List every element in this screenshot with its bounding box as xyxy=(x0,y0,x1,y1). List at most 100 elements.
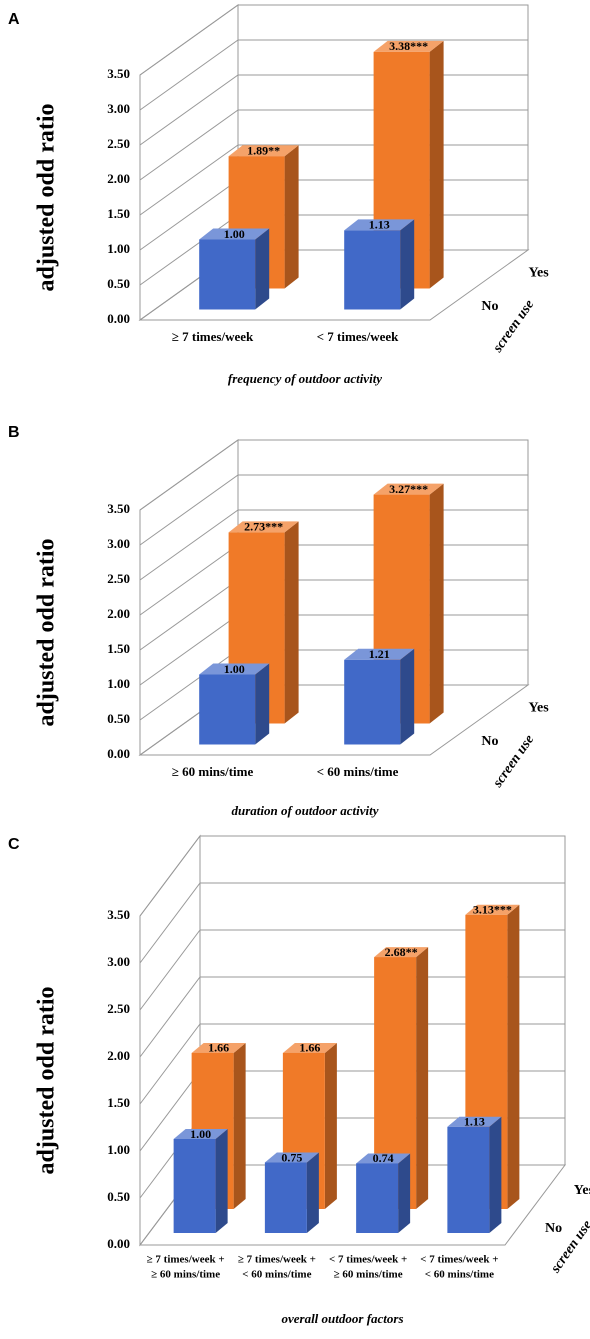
bar-side xyxy=(306,1152,319,1233)
value-label: 2.73*** xyxy=(244,520,283,534)
y-axis-title: adjusted odd ratio xyxy=(34,986,60,1174)
legend-label: No xyxy=(481,734,498,749)
y-tick-label: 3.00 xyxy=(107,101,130,116)
legend-label: Yes xyxy=(574,1183,590,1198)
value-label: 1.66 xyxy=(208,1041,229,1055)
y-tick-label: 3.50 xyxy=(107,501,130,516)
bar xyxy=(199,228,270,310)
value-label: 1.00 xyxy=(224,227,245,241)
value-label: 1.66 xyxy=(299,1041,320,1055)
grid-line xyxy=(139,4,528,76)
x-axis-title: overall outdoor factors xyxy=(281,1311,403,1326)
y-tick-label: 0.00 xyxy=(107,311,130,326)
value-label: 3.27*** xyxy=(389,482,428,496)
value-label: 0.74 xyxy=(373,1151,394,1165)
panel-label: B xyxy=(8,424,20,441)
bar-top xyxy=(173,1129,228,1139)
bar-front xyxy=(447,1126,490,1233)
bar-side xyxy=(215,1129,228,1233)
bar-side xyxy=(233,1042,246,1209)
bar-front xyxy=(344,659,401,745)
y-tick-label: 1.00 xyxy=(107,676,130,691)
grid-line xyxy=(139,835,565,917)
grid-line xyxy=(139,439,528,511)
grid-line xyxy=(139,882,565,964)
bar-top xyxy=(344,219,415,231)
value-label: 1.13 xyxy=(464,1115,485,1129)
y-tick-label: 0.00 xyxy=(107,746,130,761)
bar-top xyxy=(199,228,270,240)
y-tick-label: 1.50 xyxy=(107,206,130,221)
bar-side xyxy=(429,40,444,289)
y-tick-label: 0.50 xyxy=(107,276,130,291)
floor xyxy=(138,249,530,321)
y-tick-label: 0.00 xyxy=(107,1236,130,1251)
bar-side xyxy=(255,228,270,310)
grid-line xyxy=(139,929,565,1011)
bar xyxy=(356,1153,411,1233)
legend-label: No xyxy=(481,299,498,314)
bar-front xyxy=(199,674,256,745)
bar-top xyxy=(282,1042,337,1053)
y-tick-label: 2.50 xyxy=(107,1001,130,1016)
y-tick-label: 0.50 xyxy=(107,1189,130,1204)
y-tick-label: 2.00 xyxy=(107,1048,130,1063)
bar-side xyxy=(398,1153,411,1233)
x-axis-title: frequency of outdoor activity xyxy=(228,371,382,386)
bar xyxy=(447,1116,502,1233)
bar-top xyxy=(264,1152,319,1163)
y-tick-label: 2.00 xyxy=(107,171,130,186)
bar-side xyxy=(489,1116,502,1233)
bar-top xyxy=(447,1116,502,1127)
grid-line xyxy=(139,249,528,321)
y-tick-label: 2.00 xyxy=(107,606,130,621)
grid-line xyxy=(139,1023,565,1105)
legend-label: Yes xyxy=(528,266,549,281)
bar-front xyxy=(264,1162,307,1233)
bar-top xyxy=(228,521,299,533)
y-axis-title: adjusted odd ratio xyxy=(34,538,60,726)
bar-front xyxy=(199,239,256,310)
bar-top xyxy=(199,663,270,675)
value-label: 1.89** xyxy=(247,143,280,157)
grid-line xyxy=(139,474,528,546)
value-label: 3.38*** xyxy=(389,39,428,53)
x-tick-label: ≥ 60 mins/time xyxy=(172,764,254,779)
y-tick-label: 3.50 xyxy=(107,66,130,81)
x-tick-label: ≥ 7 times/week + xyxy=(238,1254,316,1266)
bar-front xyxy=(344,230,401,310)
value-label: 0.75 xyxy=(281,1150,302,1164)
bar-side xyxy=(400,648,415,745)
bar-side xyxy=(416,947,429,1209)
bar-top xyxy=(191,1042,246,1053)
grid-line xyxy=(139,976,565,1058)
panel-label: C xyxy=(8,836,20,853)
x-tick-label: < 60 mins/time xyxy=(317,764,399,779)
y-tick-label: 3.00 xyxy=(107,536,130,551)
panel-label: A xyxy=(8,11,20,28)
value-label: 1.21 xyxy=(369,647,390,661)
bar-front xyxy=(173,1139,216,1233)
y-tick-label: 1.50 xyxy=(107,641,130,656)
bar-front xyxy=(356,1163,399,1233)
legend-label: Yes xyxy=(528,701,549,716)
bar-top xyxy=(374,947,429,958)
bar xyxy=(199,663,270,745)
value-label: 1.13 xyxy=(369,218,390,232)
y-tick-label: 2.50 xyxy=(107,136,130,151)
y-tick-label: 3.50 xyxy=(107,907,130,922)
value-label: 1.00 xyxy=(224,662,245,676)
x-tick-label: < 60 mins/time xyxy=(425,1269,494,1281)
y-tick-label: 1.00 xyxy=(107,241,130,256)
bar xyxy=(264,1152,319,1233)
y-tick-label: 1.00 xyxy=(107,1142,130,1157)
bar-side xyxy=(255,663,270,745)
x-tick-label: < 7 times/week + xyxy=(420,1254,498,1266)
floor xyxy=(138,684,530,756)
bar xyxy=(344,648,415,745)
legend-label: No xyxy=(545,1221,562,1236)
bar-top xyxy=(465,904,520,915)
x-tick-label: ≥ 60 mins/time xyxy=(334,1269,403,1281)
bar xyxy=(173,1129,228,1233)
